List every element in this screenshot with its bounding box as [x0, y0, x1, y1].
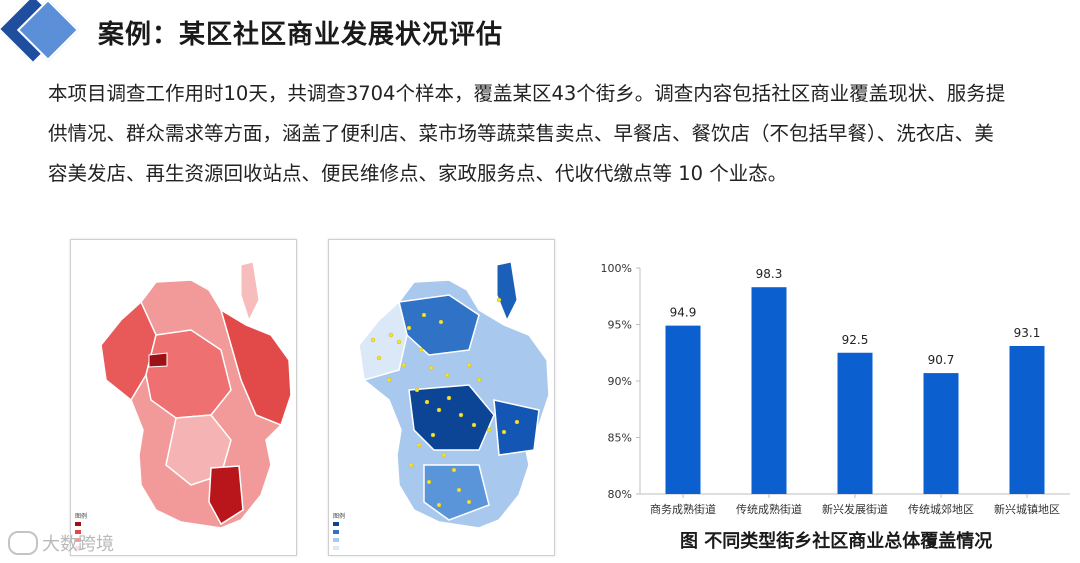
- y-tick-label: 80%: [608, 488, 632, 501]
- bar: [665, 325, 701, 494]
- header: 案例：某区社区商业发展状况评估: [0, 0, 1080, 70]
- watermark-text: 大数跨境: [42, 534, 114, 555]
- bar: [923, 373, 959, 494]
- map-left-region-dark: [208, 465, 244, 526]
- map-right: 图例: [328, 239, 555, 556]
- legend-swatch-4: [75, 546, 81, 550]
- chart-caption: 图 不同类型街乡社区商业总体覆盖情况: [680, 531, 993, 552]
- legend-swatch-2: [75, 530, 81, 534]
- map-left-region-east: [219, 308, 292, 426]
- bar: [1009, 345, 1045, 494]
- map-right-region-north-strip: [496, 261, 518, 322]
- x-tick-label: 商务成熟街道: [650, 502, 716, 516]
- x-tick-label: 传统城郊地区: [908, 503, 974, 516]
- x-tick-label: 新兴发展街道: [822, 502, 888, 516]
- bar: [837, 352, 873, 494]
- y-tick-label: 100%: [601, 262, 632, 275]
- map-right-region-center: [408, 384, 495, 451]
- intro-paragraph: 本项目调查工作用时10天，共调查3704个样本，覆盖某区43个街乡。调查内容包括…: [48, 82, 1006, 185]
- bar-value-label: 93.1: [1014, 326, 1041, 340]
- legend-swatch-3: [333, 538, 339, 542]
- legend-swatch-2: [333, 530, 339, 534]
- y-tick-label: 85%: [608, 432, 632, 445]
- coverage-bar-chart: 80% 85% 90% 95% 100% 94.9 商务成熟街道 98.3 传统成熟街道 92.5…: [588, 252, 1078, 552]
- watermark-logo-icon: [8, 531, 38, 555]
- legend-swatch-4: [333, 546, 339, 550]
- x-tick-label: 传统成熟街道: [736, 502, 802, 516]
- page-title: 案例：某区社区商业发展状况评估: [98, 20, 504, 50]
- map-left-legend-title: 图例: [75, 512, 87, 520]
- map-left-region-small: [148, 352, 168, 368]
- map-left-region-north-strip: [240, 261, 260, 322]
- map-right-svg: 图例: [333, 261, 550, 550]
- watermark: 大数跨境: [8, 530, 114, 556]
- x-tick-label: 新兴城镇地区: [994, 502, 1060, 516]
- bar-value-label: 94.9: [670, 306, 697, 320]
- legend-swatch-1: [75, 522, 81, 526]
- legend-swatch-3: [75, 538, 81, 542]
- map-left: 图例: [70, 239, 297, 556]
- map-right-points: [370, 297, 520, 508]
- map-left-svg: 图例: [75, 261, 292, 550]
- bar: [751, 287, 787, 494]
- y-tick-label: 90%: [608, 375, 632, 388]
- y-tick-label: 95%: [608, 319, 632, 332]
- legend-swatch-1: [333, 522, 339, 526]
- map-right-region-light: [358, 300, 408, 381]
- bar-value-label: 98.3: [756, 267, 783, 281]
- bar-value-label: 92.5: [842, 333, 869, 347]
- chart-svg: 80% 85% 90% 95% 100% 94.9 商务成熟街道 98.3 传统成熟街道 92.5…: [601, 262, 1070, 516]
- bar-value-label: 90.7: [928, 353, 955, 367]
- map-right-region-east: [493, 399, 540, 456]
- map-right-legend-title: 图例: [333, 512, 345, 520]
